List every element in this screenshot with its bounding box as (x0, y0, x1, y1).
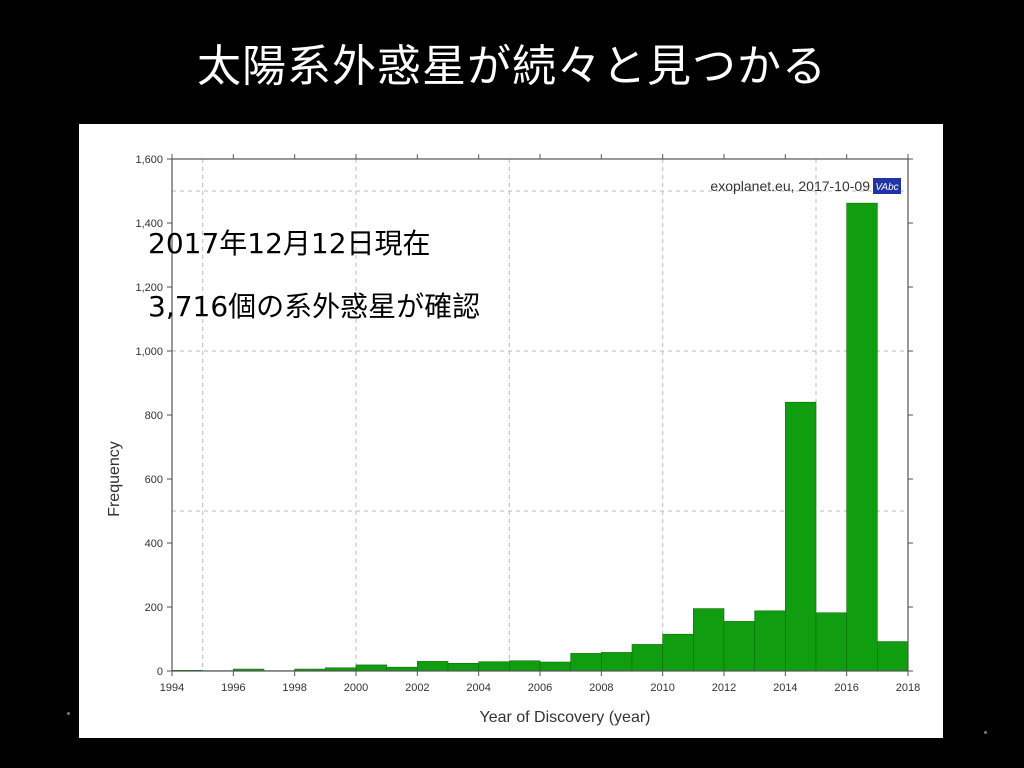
y-tick-label: 1,600 (135, 154, 163, 166)
date-note: 2017年12月12日現在 (148, 227, 431, 260)
histogram-bar (877, 641, 909, 672)
histogram-bar (539, 661, 571, 672)
histogram-bar (693, 608, 725, 672)
chart-panel: 0 200 400 600 800 1,000 1,200 1,400 1,600 1994 19… (79, 124, 943, 738)
count-note: 3,716個の系外惑星が確認 (148, 290, 481, 323)
y-tick-label: 800 (145, 410, 163, 422)
histogram-bar (723, 621, 755, 672)
x-tick-label: 2018 (896, 682, 920, 694)
x-tick-label: 2008 (589, 682, 613, 694)
x-tick-label: 2006 (528, 682, 552, 694)
histogram-bar (417, 661, 449, 672)
histogram-bar (631, 644, 663, 672)
histogram-bar (570, 653, 602, 672)
y-axis-label: Frequency (106, 441, 123, 517)
y-tick-label: 200 (145, 602, 163, 614)
histogram-bar (478, 661, 510, 672)
x-tick-label: 2002 (405, 682, 429, 694)
y-tick-label: 600 (145, 474, 163, 486)
bars (171, 202, 909, 672)
x-tick-label: 2016 (834, 682, 858, 694)
histogram-bar (509, 660, 541, 672)
histogram-bar (815, 612, 847, 672)
x-tick-label: 2014 (773, 682, 797, 694)
x-tick-label: 2010 (650, 682, 674, 694)
histogram-bar (785, 401, 817, 672)
source-logo-icon (873, 178, 901, 194)
x-tick-label: 2000 (344, 682, 368, 694)
histogram-bar (601, 652, 633, 672)
histogram-bar (355, 664, 387, 672)
axes (167, 154, 913, 676)
x-tick-labels: 1994 1996 1998 2000 2002 2004 2006 2008 2010 2012… (160, 682, 920, 694)
source-label: exoplanet.eu, 2017-10-09 (710, 178, 870, 194)
decorative-dot (67, 712, 70, 715)
decorative-dot (984, 731, 987, 734)
y-tick-label: 1,200 (135, 282, 163, 294)
source-logo-text: VAbc (875, 182, 898, 193)
slide-title: 太陽系外惑星が続々と見つかる (197, 41, 827, 92)
y-tick-labels: 0 200 400 600 800 1,000 1,200 1,400 1,600 (135, 154, 163, 678)
x-tick-label: 1998 (282, 682, 306, 694)
x-tick-label: 2012 (712, 682, 736, 694)
histogram-bar (447, 663, 479, 672)
y-tick-label: 1,000 (135, 346, 163, 358)
x-tick-label: 1996 (221, 682, 245, 694)
y-tick-label: 1,400 (135, 218, 163, 230)
y-tick-label: 400 (145, 538, 163, 550)
histogram-bar (662, 633, 694, 672)
histogram-bar (846, 202, 878, 672)
histogram-bar (754, 610, 786, 672)
x-axis-label: Year of Discovery (year) (479, 709, 650, 726)
x-tick-label: 2004 (466, 682, 490, 694)
y-tick-label: 0 (157, 666, 163, 678)
x-tick-label: 1994 (160, 682, 184, 694)
